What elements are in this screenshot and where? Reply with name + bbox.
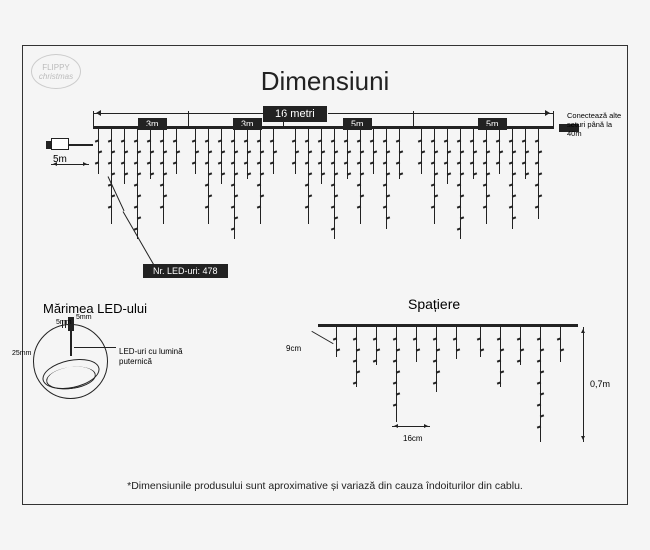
icicle-strand [486, 129, 487, 224]
icicle-strand [260, 129, 261, 224]
lead-label: 5m [53, 154, 67, 165]
icicle-strand [334, 129, 335, 239]
icicle-strand [295, 129, 296, 174]
icicle-strand [525, 129, 526, 179]
icicle-strand [460, 129, 461, 239]
icicle-strand [373, 129, 374, 174]
total-arrow-right [328, 113, 553, 114]
icicle-strand [416, 327, 417, 362]
total-length-label: 16 metri [263, 106, 327, 122]
icicle-strand [473, 129, 474, 179]
led-wire [70, 331, 72, 356]
gap-h-label: 16cm [403, 434, 423, 443]
page-title: Dimensiuni [261, 66, 390, 97]
icicle-strand [321, 129, 322, 184]
icicle-strand [421, 129, 422, 174]
icicle-strand [360, 129, 361, 224]
diagram-frame: FLIPPY christmas Dimensiuni 16 metri 3m3… [22, 45, 628, 505]
icicle-strand [538, 129, 539, 219]
icicle-strand [98, 129, 99, 174]
icicle-strand [176, 129, 177, 174]
icicle-strand [386, 129, 387, 229]
footnote: *Dimensiunile produsului sunt aproximati… [127, 480, 523, 492]
led-desc-line [74, 347, 116, 348]
icicle-strand [456, 327, 457, 359]
icicle-strand [247, 129, 248, 179]
led-dim-h: 5mm [76, 314, 92, 321]
icicle-strand [221, 129, 222, 184]
led-desc: LED-uri cu lumină puternică [119, 347, 199, 366]
icicle-strand [447, 129, 448, 184]
gap-v-line [311, 331, 333, 344]
brand-logo: FLIPPY christmas [31, 54, 91, 89]
icicle-strand [234, 129, 235, 239]
spacing-cable: 9cm 16cm 0,7m [318, 324, 578, 327]
spacing-title: Spațiere [408, 296, 578, 312]
icicle-strand [308, 129, 309, 224]
icicle-strand [540, 327, 541, 442]
drop-label: 0,7m [590, 379, 610, 389]
logo-text2: christmas [39, 72, 73, 81]
connect-text: Conectează alte seturi până la 40m [567, 111, 622, 138]
icicle-strand [560, 327, 561, 362]
icicle-strand [356, 327, 357, 387]
plug-icon [51, 138, 69, 150]
icicle-strand [208, 129, 209, 224]
gap-v-label: 9cm [286, 344, 301, 353]
icicle-strand [434, 129, 435, 224]
icicle-strand [520, 327, 521, 365]
spacing-section: Spațiere 9cm 16cm 0,7m [318, 296, 578, 327]
total-arrow-left [93, 113, 268, 114]
callout-line [123, 211, 156, 268]
led-count-label: Nr. LED-uri: 478 [143, 264, 228, 278]
led-circle-diagram: 5mm 5mm 25mm LED-uri cu lumină puternică [33, 324, 108, 399]
led-size-title: Mărimea LED-ului [43, 301, 223, 316]
icicle-strand [480, 327, 481, 357]
led-diameter: 25mm [12, 350, 31, 357]
gap-h-arrow [392, 426, 430, 427]
icicle-strand [150, 129, 151, 179]
tick [553, 111, 554, 129]
icicle-strand [137, 129, 138, 239]
icicle-strand [336, 327, 337, 357]
icicle-strand [111, 129, 112, 224]
icicle-strand [376, 327, 377, 365]
icicle-strand [500, 327, 501, 387]
logo-text1: FLIPPY [42, 63, 70, 72]
icicle-strand [163, 129, 164, 224]
lead-cable [69, 144, 93, 146]
icicle-strand [512, 129, 513, 229]
icicle-strand [499, 129, 500, 174]
icicle-strand [399, 129, 400, 179]
icicle-strand [396, 327, 397, 422]
drop-arrow [583, 327, 584, 442]
icicle-strand [124, 129, 125, 184]
led-size-section: Mărimea LED-ului 5mm 5mm 25mm LED-uri cu… [33, 301, 223, 399]
main-cable [93, 126, 553, 129]
icicle-strand [436, 327, 437, 392]
icicle-strand [195, 129, 196, 174]
led-dim-v: 5mm [56, 319, 72, 326]
icicle-strand [273, 129, 274, 174]
icicle-strand [347, 129, 348, 179]
